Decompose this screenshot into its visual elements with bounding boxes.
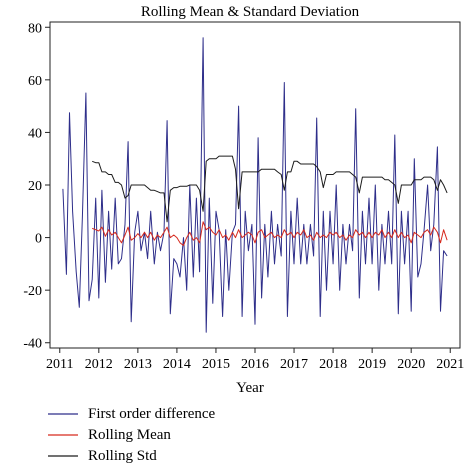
- legend-label: Rolling Std: [88, 448, 157, 464]
- x-tick-label: 2015: [202, 357, 230, 372]
- x-axis: 2011 2012 2013 2014 2015 2016 2017 2018 2019 2020…: [46, 348, 464, 372]
- x-tick-label: 2011: [46, 357, 73, 372]
- chart-title: Rolling Mean & Standard Deviation: [141, 4, 360, 20]
- y-axis: -40 -20 0 20 40 60 80: [23, 21, 50, 352]
- x-tick-label: 2012: [85, 357, 113, 372]
- y-tick-label: -20: [23, 284, 42, 299]
- x-tick-label: 2018: [319, 357, 347, 372]
- x-tick-label: 2013: [124, 357, 152, 372]
- legend-label: First order difference: [88, 406, 216, 422]
- series-line-rolling-std: [92, 155, 448, 223]
- y-tick-label: 0: [35, 232, 42, 247]
- y-tick-label: 40: [28, 126, 42, 141]
- x-tick-label: 2016: [241, 357, 269, 372]
- x-axis-label: Year: [236, 380, 264, 396]
- series-layer: [62, 37, 448, 333]
- x-tick-label: 2017: [280, 357, 308, 372]
- x-tick-label: 2021: [436, 357, 464, 372]
- y-tick-label: 60: [28, 74, 42, 89]
- y-tick-label: 20: [28, 179, 42, 194]
- x-tick-label: 2014: [163, 357, 191, 372]
- x-tick-label: 2020: [397, 357, 425, 372]
- legend-label: Rolling Mean: [88, 427, 171, 443]
- series-line-first-order-difference: [62, 37, 448, 333]
- legend: First order difference Rolling Mean Rollin…: [48, 406, 216, 464]
- y-tick-label: 80: [28, 21, 42, 36]
- x-tick-label: 2019: [358, 357, 386, 372]
- series-line-rolling-mean: [92, 221, 448, 246]
- y-tick-label: -40: [23, 337, 42, 352]
